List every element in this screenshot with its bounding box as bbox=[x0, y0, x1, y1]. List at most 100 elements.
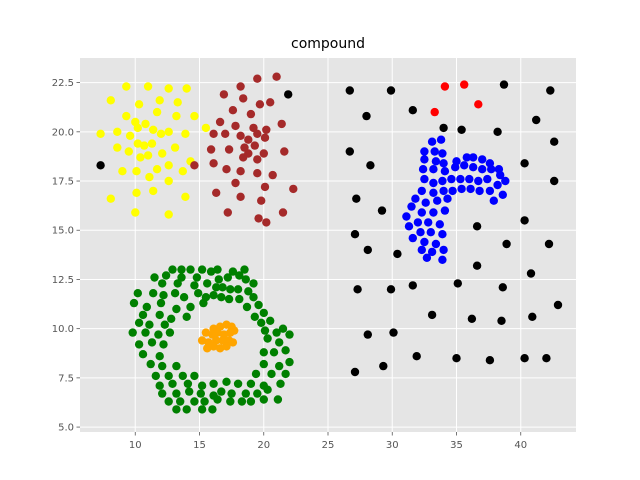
data-point bbox=[418, 165, 428, 174]
data-point bbox=[526, 269, 536, 278]
data-point bbox=[136, 153, 145, 162]
data-point bbox=[96, 161, 105, 170]
data-point bbox=[520, 354, 529, 363]
data-point bbox=[402, 212, 411, 221]
data-point bbox=[156, 298, 166, 308]
data-point bbox=[182, 84, 191, 93]
data-point bbox=[164, 397, 173, 406]
data-point bbox=[209, 342, 218, 351]
data-point bbox=[176, 397, 185, 406]
data-point bbox=[182, 405, 191, 414]
data-point bbox=[190, 371, 199, 381]
data-point bbox=[363, 330, 372, 339]
data-point bbox=[255, 100, 265, 109]
data-point bbox=[203, 279, 212, 288]
data-point bbox=[267, 369, 276, 379]
data-point bbox=[228, 338, 238, 347]
data-point bbox=[429, 165, 438, 174]
data-point bbox=[377, 206, 387, 215]
data-point bbox=[259, 359, 268, 369]
y-tick-label: 22.5 bbox=[52, 78, 74, 89]
data-point bbox=[272, 328, 281, 337]
data-point bbox=[456, 174, 465, 184]
data-point bbox=[483, 174, 492, 184]
data-point bbox=[237, 397, 247, 406]
point-cluster bbox=[402, 135, 510, 264]
data-point bbox=[218, 283, 227, 292]
data-point bbox=[345, 86, 354, 95]
data-point bbox=[239, 94, 248, 103]
data-point bbox=[440, 206, 450, 215]
data-point bbox=[236, 192, 245, 201]
data-point bbox=[133, 139, 142, 148]
data-point bbox=[133, 289, 142, 298]
data-point bbox=[201, 328, 211, 337]
data-point bbox=[501, 176, 510, 186]
data-point bbox=[420, 155, 429, 164]
data-point bbox=[240, 265, 249, 274]
data-point bbox=[499, 80, 509, 89]
data-point bbox=[259, 348, 268, 357]
data-point bbox=[427, 137, 437, 146]
data-point bbox=[142, 302, 151, 312]
y-tick-label: 20.0 bbox=[52, 127, 74, 138]
data-point bbox=[278, 324, 288, 333]
data-point bbox=[430, 147, 439, 156]
data-point bbox=[213, 265, 222, 274]
data-point bbox=[200, 397, 209, 406]
data-point bbox=[353, 285, 362, 294]
data-point bbox=[429, 178, 438, 188]
data-point bbox=[181, 192, 190, 201]
data-point bbox=[190, 397, 199, 406]
data-point bbox=[125, 131, 135, 140]
point-cluster bbox=[190, 72, 298, 227]
data-point bbox=[251, 369, 261, 379]
data-point bbox=[435, 220, 444, 229]
data-point bbox=[345, 147, 354, 156]
data-point bbox=[389, 328, 398, 337]
point-cluster bbox=[128, 265, 294, 414]
data-point bbox=[129, 298, 139, 308]
data-point bbox=[190, 281, 199, 290]
y-tick-label: 15.0 bbox=[52, 226, 74, 237]
data-point bbox=[235, 294, 244, 304]
data-point bbox=[487, 165, 496, 174]
data-point bbox=[159, 291, 168, 300]
data-point bbox=[197, 265, 207, 274]
data-point bbox=[244, 149, 253, 158]
data-point bbox=[467, 314, 477, 323]
data-point bbox=[155, 96, 164, 105]
data-point bbox=[217, 293, 226, 302]
data-point bbox=[427, 310, 437, 320]
data-point bbox=[197, 405, 207, 414]
data-point bbox=[475, 186, 484, 196]
data-point bbox=[532, 115, 541, 125]
data-point bbox=[421, 198, 430, 207]
data-point bbox=[178, 167, 187, 176]
data-point bbox=[260, 133, 270, 142]
data-point bbox=[160, 320, 169, 329]
data-point bbox=[128, 328, 137, 337]
data-point bbox=[224, 145, 234, 154]
x-tick-label: 10 bbox=[129, 440, 142, 451]
chart-title: compound bbox=[291, 36, 365, 52]
data-point bbox=[209, 129, 218, 138]
data-point bbox=[472, 222, 482, 231]
data-point bbox=[460, 161, 469, 170]
data-point bbox=[196, 389, 205, 398]
data-point bbox=[424, 218, 433, 227]
data-point bbox=[528, 312, 537, 321]
data-point bbox=[179, 293, 189, 302]
data-point bbox=[194, 289, 203, 298]
data-point bbox=[185, 387, 194, 396]
data-point bbox=[281, 369, 290, 379]
data-point bbox=[149, 289, 158, 298]
data-point bbox=[146, 359, 155, 369]
data-point bbox=[469, 163, 478, 172]
data-point bbox=[158, 361, 167, 371]
data-point bbox=[182, 312, 191, 321]
data-point bbox=[457, 125, 466, 134]
data-point bbox=[228, 267, 238, 276]
data-point bbox=[253, 74, 262, 83]
data-point bbox=[408, 106, 417, 115]
